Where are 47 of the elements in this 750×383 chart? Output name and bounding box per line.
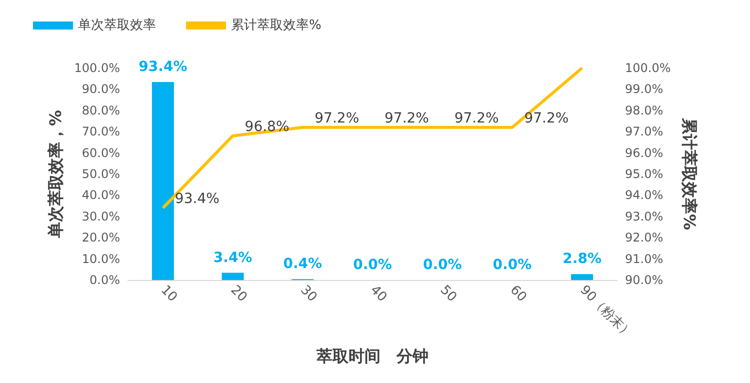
- bar: [222, 272, 244, 280]
- y2-tick-label: 96.0%: [625, 146, 664, 160]
- legend-label: 累计萃取效率%: [231, 17, 322, 33]
- y-tick-label: 50.0%: [82, 167, 120, 181]
- x-tick-label: 30: [297, 282, 320, 305]
- x-tick-label: 50: [437, 282, 460, 305]
- bar: [152, 82, 174, 280]
- data-label: 97.2%: [454, 110, 499, 126]
- x-tick-label: 60: [506, 282, 530, 305]
- x-tick-label: 40: [367, 282, 390, 305]
- data-label: 93.4%: [174, 190, 220, 207]
- y-tick-label: 70.0%: [82, 124, 120, 139]
- y2-tick-label: 92.0%: [625, 230, 664, 245]
- y-tick-label: 10.0%: [82, 252, 120, 266]
- y2-tick-label: 98.0%: [625, 103, 664, 118]
- data-label: 97.2%: [314, 110, 360, 126]
- x-axis-title: 萃取时间 分钟: [316, 346, 428, 366]
- bar: [571, 274, 594, 280]
- y2-tick-label: 100.0%: [625, 61, 671, 75]
- y-tick-label: 30.0%: [82, 209, 120, 224]
- y-tick-label: 100.0%: [74, 61, 120, 75]
- data-label: 0.4%: [283, 256, 322, 272]
- data-label: 3.4%: [213, 250, 252, 266]
- data-label: 2.8%: [562, 251, 602, 268]
- data-label: 0.0%: [492, 257, 532, 273]
- y-tick-label: 90.0%: [82, 82, 120, 96]
- y2-axis-title: 累计萃取效率%: [680, 116, 700, 230]
- data-label: 0.0%: [422, 257, 462, 273]
- data-label: 93.4%: [138, 58, 188, 75]
- y2-tick-label: 99.0%: [625, 82, 664, 96]
- y-tick-label: 0.0%: [90, 273, 120, 287]
- y-tick-label: 60.0%: [82, 146, 120, 160]
- y2-tick-label: 94.0%: [625, 188, 664, 202]
- data-label: 97.2%: [384, 110, 429, 126]
- y-tick-label: 80.0%: [82, 103, 120, 118]
- y-axis-title: 单次萃取效率，%: [46, 110, 65, 240]
- x-tick-label: 20: [227, 282, 250, 305]
- y-tick-label: 40.0%: [82, 188, 120, 202]
- y2-tick-label: 91.0%: [625, 252, 664, 266]
- data-label: 0.0%: [353, 257, 392, 273]
- legend-label: 单次萃取效率: [78, 17, 156, 33]
- y2-tick-label: 95.0%: [625, 167, 664, 181]
- y2-tick-label: 97.0%: [625, 124, 664, 139]
- y2-tick-label: 93.0%: [625, 209, 664, 224]
- y-tick-label: 20.0%: [82, 230, 120, 245]
- x-tick-label: 10: [158, 282, 180, 305]
- data-label: 97.2%: [524, 110, 569, 126]
